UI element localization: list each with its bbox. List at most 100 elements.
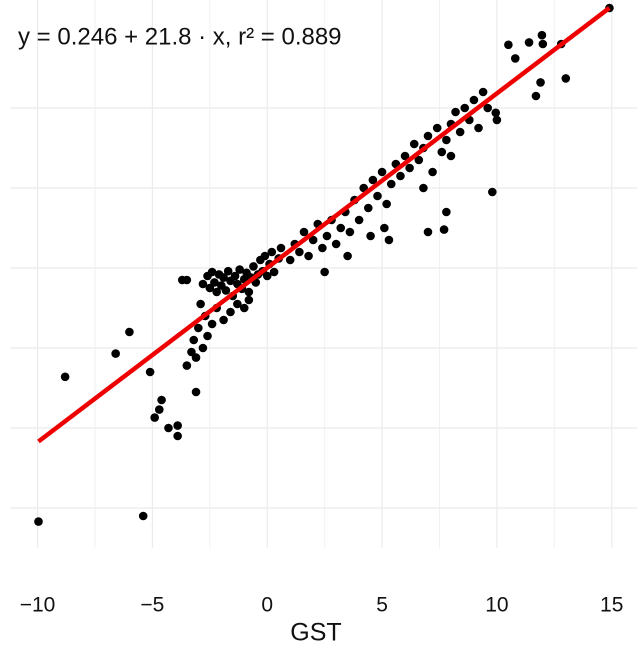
- point: [182, 275, 192, 285]
- x-tick-label: 0: [261, 594, 273, 617]
- point: [320, 267, 329, 277]
- point: [331, 239, 341, 249]
- point: [377, 167, 387, 177]
- point: [262, 271, 272, 281]
- point: [318, 243, 327, 253]
- point: [531, 91, 541, 101]
- point: [537, 30, 547, 40]
- point: [538, 39, 548, 49]
- point: [233, 299, 242, 309]
- point: [343, 251, 352, 261]
- point: [207, 267, 217, 277]
- point: [276, 243, 286, 253]
- point: [235, 265, 244, 274]
- point: [304, 251, 313, 261]
- x-tick-label: 5: [376, 594, 388, 617]
- point: [219, 315, 228, 325]
- point: [203, 331, 212, 341]
- point: [345, 227, 355, 237]
- point: [198, 279, 208, 289]
- point: [191, 387, 201, 397]
- x-tick-label: −10: [20, 594, 56, 617]
- point: [455, 127, 465, 137]
- point: [474, 123, 483, 133]
- point: [207, 319, 217, 329]
- point: [366, 231, 375, 241]
- point: [210, 278, 219, 287]
- point: [249, 262, 258, 271]
- point: [368, 175, 378, 185]
- x-tick-label: 15: [600, 594, 623, 617]
- point: [510, 54, 520, 63]
- point: [269, 267, 279, 277]
- point: [191, 353, 201, 362]
- point: [154, 405, 164, 414]
- point: [285, 255, 295, 265]
- point: [386, 179, 396, 189]
- point: [488, 187, 497, 197]
- point: [432, 123, 442, 133]
- point: [419, 183, 428, 193]
- point: [439, 225, 449, 234]
- point: [189, 335, 199, 345]
- point: [198, 343, 208, 353]
- point: [173, 431, 182, 441]
- point: [194, 323, 203, 333]
- point: [173, 421, 182, 430]
- point: [239, 303, 249, 313]
- point: [504, 40, 513, 50]
- point: [524, 38, 534, 47]
- point: [336, 223, 346, 233]
- point: [354, 215, 364, 225]
- x-axis-label: GST: [290, 619, 341, 647]
- point: [483, 103, 493, 113]
- point: [363, 203, 373, 213]
- point: [244, 295, 254, 305]
- point: [492, 115, 502, 125]
- point: [34, 517, 43, 526]
- point: [469, 95, 479, 105]
- point: [442, 135, 451, 145]
- point: [150, 413, 159, 422]
- point: [322, 231, 332, 241]
- point: [414, 155, 424, 165]
- point: [423, 131, 433, 141]
- point: [60, 372, 70, 382]
- fit-line: [37, 6, 611, 444]
- point: [219, 273, 228, 282]
- point: [451, 107, 460, 117]
- point: [230, 271, 240, 281]
- point: [299, 227, 309, 237]
- point: [164, 423, 173, 433]
- point: [138, 511, 148, 521]
- point: [437, 147, 447, 157]
- point: [212, 287, 222, 297]
- point: [111, 349, 120, 358]
- point: [244, 287, 254, 297]
- point: [423, 227, 433, 237]
- point: [196, 299, 205, 309]
- point: [491, 108, 501, 118]
- point: [400, 151, 410, 161]
- point: [396, 171, 405, 181]
- point: [405, 163, 414, 173]
- point: [384, 235, 394, 245]
- point: [221, 286, 231, 295]
- point: [260, 251, 270, 261]
- x-tick-label: −5: [140, 594, 164, 617]
- x-tick-label: 10: [485, 594, 508, 617]
- point: [223, 266, 233, 276]
- point: [409, 139, 419, 149]
- point: [182, 361, 192, 370]
- point: [295, 247, 304, 257]
- point: [125, 327, 134, 337]
- point: [382, 199, 391, 209]
- annotation: y = 0.246 + 21.8 · x, r² = 0.889: [18, 23, 342, 50]
- point: [145, 367, 155, 377]
- point: [267, 247, 277, 257]
- point: [561, 74, 571, 83]
- point: [442, 207, 451, 217]
- point: [460, 103, 470, 113]
- point: [536, 78, 545, 87]
